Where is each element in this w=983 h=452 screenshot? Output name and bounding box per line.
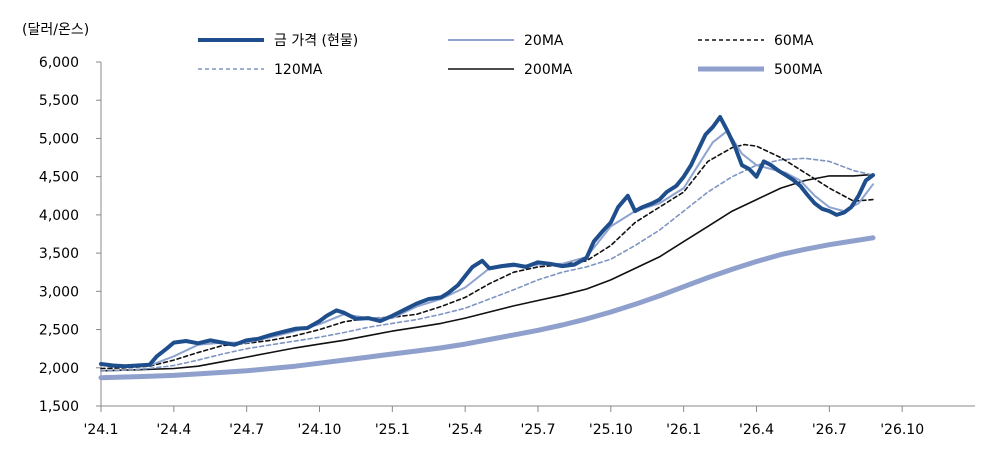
x-tick-label: '26.4 [739, 422, 774, 438]
y-tick-label: 5,500 [39, 93, 79, 109]
series-line-4 [100, 173, 874, 372]
x-tick-label: '24.4 [156, 422, 191, 438]
legend-label-5: 500MA [774, 62, 823, 78]
y-tick-label: 5,000 [39, 131, 79, 147]
x-tick-label: '26.1 [666, 422, 701, 438]
legend-label-0: 금 가격 (현물) [274, 33, 358, 49]
y-tick-label: 6,000 [39, 55, 79, 71]
x-tick-label: '26.7 [812, 422, 847, 438]
legend-label-2: 60MA [774, 33, 814, 49]
legend: 금 가격 (현물) 20MA 60MA 120MA 200MA 500MA [198, 33, 823, 78]
y-tick-label: 2,000 [39, 361, 79, 377]
y-tick-label: 4,000 [39, 208, 79, 224]
legend-label-3: 120MA [274, 62, 323, 78]
legend-label-4: 200MA [524, 62, 573, 78]
legend-label-1: 20MA [524, 33, 564, 49]
y-tick-label: 2,500 [39, 323, 79, 339]
y-tick-label: 3,500 [39, 246, 79, 262]
x-tick-label: '25.1 [375, 422, 410, 438]
x-tick-label: '25.7 [520, 422, 555, 438]
x-tick-label: '26.10 [880, 422, 924, 438]
x-tick-label: '25.10 [589, 422, 633, 438]
y-tick-label: 1,500 [39, 399, 79, 415]
x-tick-label: '24.1 [83, 422, 118, 438]
x-tick-label: '24.7 [229, 422, 264, 438]
x-tick-label: '25.4 [448, 422, 483, 438]
y-tick-label: 4,500 [39, 170, 79, 186]
y-axis-unit-label: (달러/온스) [22, 22, 89, 38]
series-layer [98, 115, 876, 381]
x-tick-label: '24.10 [298, 422, 342, 438]
y-axis: 1,500 2,000 2,500 3,000 3,500 4,000 4,500 5,000… [39, 55, 102, 415]
y-tick-label: 3,000 [39, 284, 79, 300]
series-line-5 [98, 235, 876, 381]
series-line-1 [100, 129, 874, 367]
x-axis: '24.1 '24.4 '24.7 '24.10 '25.1 '25.4 '25.7 '25.… [83, 405, 975, 438]
series-line-0 [99, 115, 875, 369]
